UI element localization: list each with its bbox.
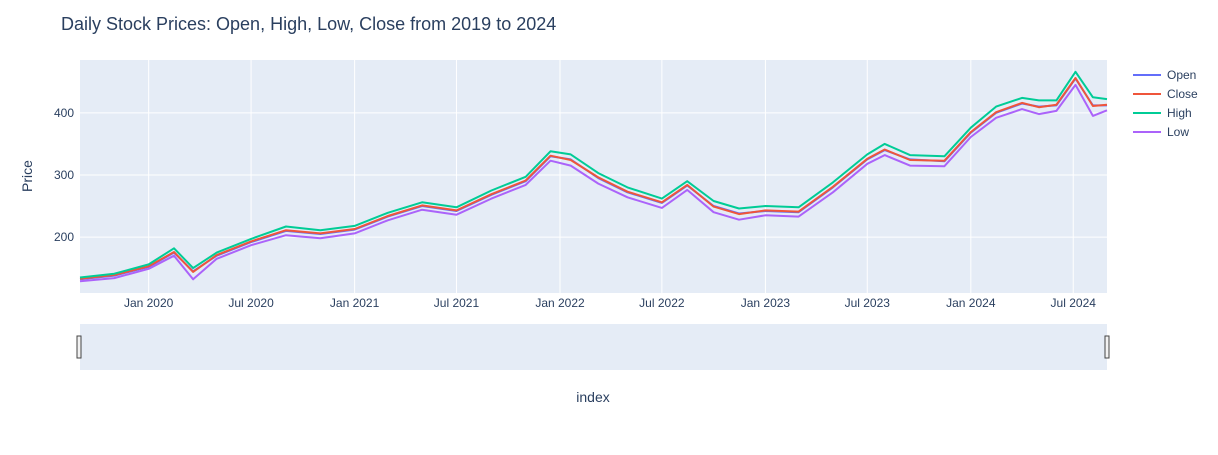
legend-item-open[interactable]: Open: [1133, 68, 1196, 82]
legend-label: Open: [1167, 68, 1196, 82]
legend-label: Low: [1167, 125, 1189, 139]
series-line-low: [79, 83, 1108, 283]
y-tick-label: 300: [54, 168, 74, 182]
x-axis-title: index: [576, 389, 609, 405]
y-tick-label: 200: [54, 230, 74, 244]
chart-title: Daily Stock Prices: Open, High, Low, Clo…: [61, 14, 556, 34]
x-tick-label: Jul 2023: [845, 296, 891, 310]
range-slider-left-handle[interactable]: [76, 335, 82, 359]
legend-item-close[interactable]: Close: [1133, 87, 1198, 101]
series-lines: [79, 70, 1108, 283]
x-tick-label: Jan 2020: [124, 296, 174, 310]
x-tick-label: Jul 2021: [434, 296, 480, 310]
x-tick-label: Jan 2023: [741, 296, 791, 310]
x-tick-label: Jul 2024: [1051, 296, 1097, 310]
legend-item-high[interactable]: High: [1133, 106, 1192, 120]
x-tick-label: Jan 2024: [946, 296, 996, 310]
legend-label: Close: [1167, 87, 1198, 101]
y-axis-ticks: 200 300 400: [54, 106, 74, 244]
range-slider[interactable]: [80, 324, 1107, 370]
legend-item-low[interactable]: Low: [1133, 125, 1189, 139]
y-tick-label: 400: [54, 106, 74, 120]
y-axis-title: Price: [19, 160, 35, 192]
x-tick-label: Jan 2021: [330, 296, 380, 310]
series-line-close: [79, 77, 1108, 280]
legend[interactable]: Open Close High Low: [1133, 68, 1198, 139]
x-axis-ticks: Jan 2020 Jul 2020 Jan 2021 Jul 2021 Jan 2022…: [124, 296, 1096, 310]
series-line-high: [79, 70, 1108, 279]
grid-lines: [80, 60, 1107, 293]
x-tick-label: Jan 2022: [535, 296, 585, 310]
legend-label: High: [1167, 106, 1192, 120]
x-tick-label: Jul 2020: [228, 296, 274, 310]
plot-area: [80, 60, 1107, 293]
x-tick-label: Jul 2022: [639, 296, 685, 310]
range-slider-right-handle[interactable]: [1104, 335, 1110, 359]
